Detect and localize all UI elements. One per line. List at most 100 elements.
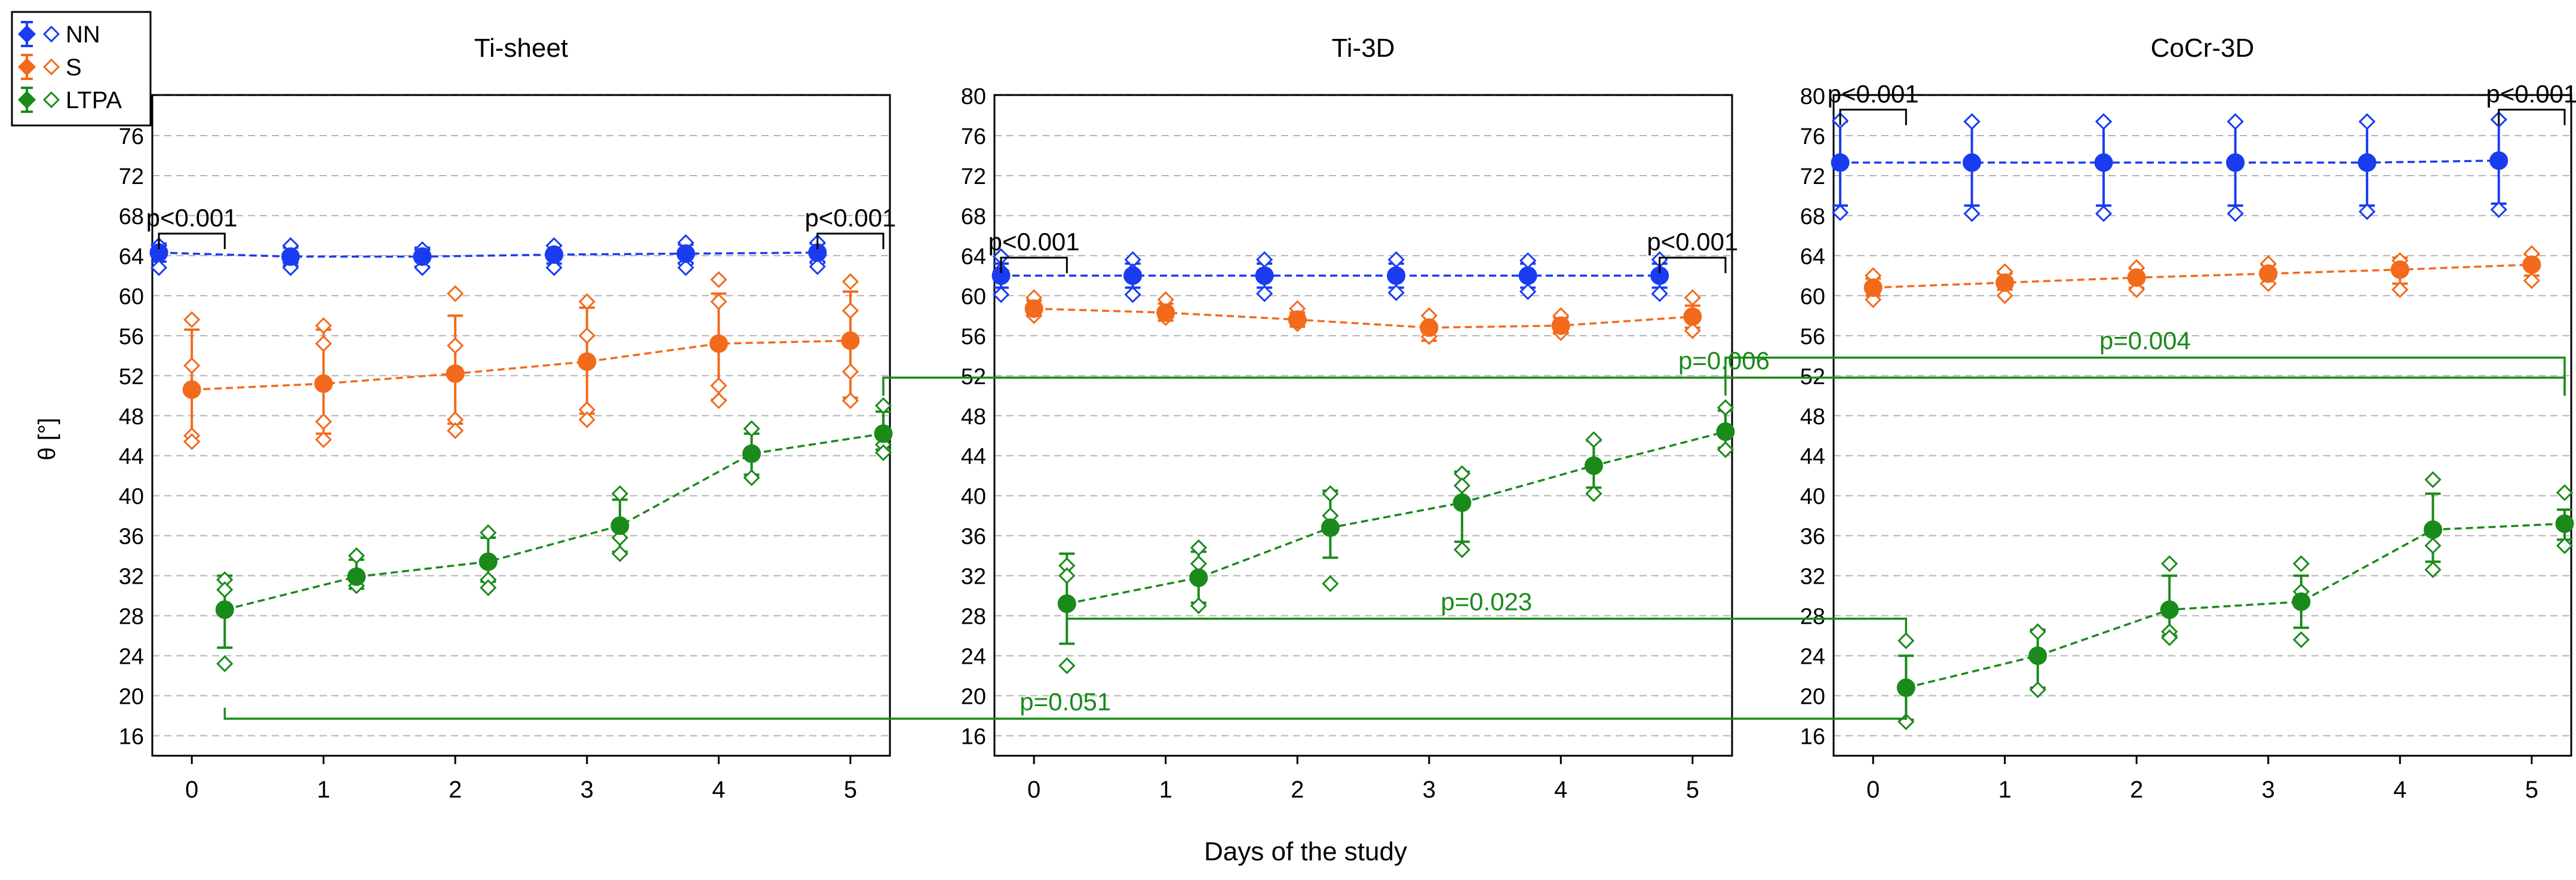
y-tick-label: 76 <box>961 124 986 149</box>
series-s <box>1024 289 1702 345</box>
x-tick-label: 0 <box>185 777 198 803</box>
y-tick-label: 32 <box>961 565 986 590</box>
y-tick-label: 16 <box>119 725 144 750</box>
y-tick-label: 16 <box>1800 725 1825 750</box>
mean-point <box>1896 678 1915 697</box>
significance-bracket: p<0.001 <box>2486 79 2576 125</box>
legend: NN S LTPA <box>11 11 152 127</box>
observation-point <box>842 392 859 409</box>
legend-label: S <box>66 54 82 81</box>
significance-bracket: p<0.001 <box>1647 228 1738 274</box>
observation-point <box>1322 485 1339 502</box>
observation-point <box>578 293 595 311</box>
observation-point <box>216 655 234 673</box>
y-tick-label: 20 <box>961 685 986 710</box>
y-tick-label: 32 <box>119 565 144 590</box>
bracket-label: p<0.001 <box>146 204 238 232</box>
observation-point <box>710 293 727 311</box>
observation-point <box>743 420 760 437</box>
mean-point <box>281 247 300 266</box>
mean-point <box>2292 592 2311 611</box>
observation-point <box>2161 555 2178 572</box>
x-tick-label: 4 <box>2393 777 2406 803</box>
y-tick-label: 56 <box>119 324 144 349</box>
plot-frame <box>151 94 891 757</box>
mean-point <box>1387 266 1406 285</box>
observation-point <box>1190 539 1207 556</box>
y-tick-label: 68 <box>961 204 986 229</box>
y-tick-label: 44 <box>119 444 144 470</box>
observation-point <box>183 357 201 375</box>
cross-bracket: p=0.004 <box>1724 327 2566 396</box>
mean-point <box>347 567 366 586</box>
x-tick-label: 4 <box>712 777 725 803</box>
series-line <box>1873 263 2532 289</box>
legend-mean-marker <box>17 57 36 76</box>
series-line <box>1840 160 2499 164</box>
y-tick-label: 72 <box>1800 164 1825 189</box>
observation-point <box>1963 113 1981 130</box>
y-tick-label: 68 <box>119 204 144 229</box>
mean-point <box>578 352 597 371</box>
series-line <box>158 252 818 258</box>
mean-point <box>2423 520 2442 539</box>
observation-point <box>2359 113 2376 130</box>
plot-frame <box>1832 94 2572 757</box>
y-tick-label: 80 <box>961 84 986 109</box>
observation-point <box>480 524 497 541</box>
y-tick-label: 52 <box>119 364 144 390</box>
bracket-line <box>158 232 226 250</box>
observation-point <box>1717 441 1734 458</box>
cross-bracket-label: p=0.023 <box>1441 588 1532 616</box>
mean-point <box>2390 260 2409 279</box>
observation-point <box>842 302 859 320</box>
observation-point <box>315 431 332 449</box>
observation-point <box>809 258 826 275</box>
observation-point <box>2424 471 2442 489</box>
bracket-label: p<0.001 <box>2486 79 2576 108</box>
observation-point <box>2490 201 2507 218</box>
legend-entry-s: S <box>17 54 82 81</box>
observation-point <box>2227 205 2244 222</box>
y-tick-label: 48 <box>961 404 986 430</box>
observation-point <box>874 444 892 461</box>
panel-title: Ti-3D <box>1332 33 1395 63</box>
observation-point <box>842 273 859 290</box>
observation-point <box>447 422 464 439</box>
observation-point <box>2029 681 2046 698</box>
x-tick-label: 1 <box>1998 777 2012 803</box>
x-tick-label: 0 <box>1866 777 1880 803</box>
cross-bracket-label: p=0.006 <box>1678 347 1770 375</box>
cross-bracket-line <box>223 707 1908 720</box>
y-tick-label: 48 <box>1800 404 1825 430</box>
legend-entry-nn: NN <box>17 21 100 48</box>
observation-point <box>447 285 464 302</box>
y-tick-label: 68 <box>1800 204 1825 229</box>
bracket-label: p<0.001 <box>1647 228 1738 256</box>
y-tick-label: 48 <box>119 404 144 430</box>
panel-0: 1620242832364044485256606468727680012345… <box>119 33 896 803</box>
legend-observation-marker <box>42 91 60 109</box>
series-line <box>1905 522 2565 689</box>
mean-point <box>1123 266 1143 285</box>
observation-point <box>2391 281 2409 298</box>
mean-point <box>2259 264 2278 283</box>
bracket-line <box>1839 108 1907 125</box>
legend-label: LTPA <box>66 87 122 114</box>
y-tick-label: 60 <box>961 284 986 309</box>
mean-point <box>610 516 630 535</box>
mean-point <box>1288 310 1307 329</box>
observation-point <box>2227 113 2244 130</box>
mean-point <box>1716 422 1735 441</box>
mean-point <box>874 424 893 443</box>
observation-point <box>1717 399 1734 416</box>
observation-point <box>1453 477 1471 495</box>
observation-point <box>2095 113 2113 130</box>
series-ltpa <box>1896 471 2574 731</box>
y-tick-label: 28 <box>961 605 986 630</box>
mean-point <box>1831 153 1850 172</box>
y-tick-label: 44 <box>961 444 986 470</box>
observation-point <box>677 259 695 277</box>
y-tick-label: 64 <box>961 244 986 269</box>
observation-point <box>2556 484 2574 501</box>
